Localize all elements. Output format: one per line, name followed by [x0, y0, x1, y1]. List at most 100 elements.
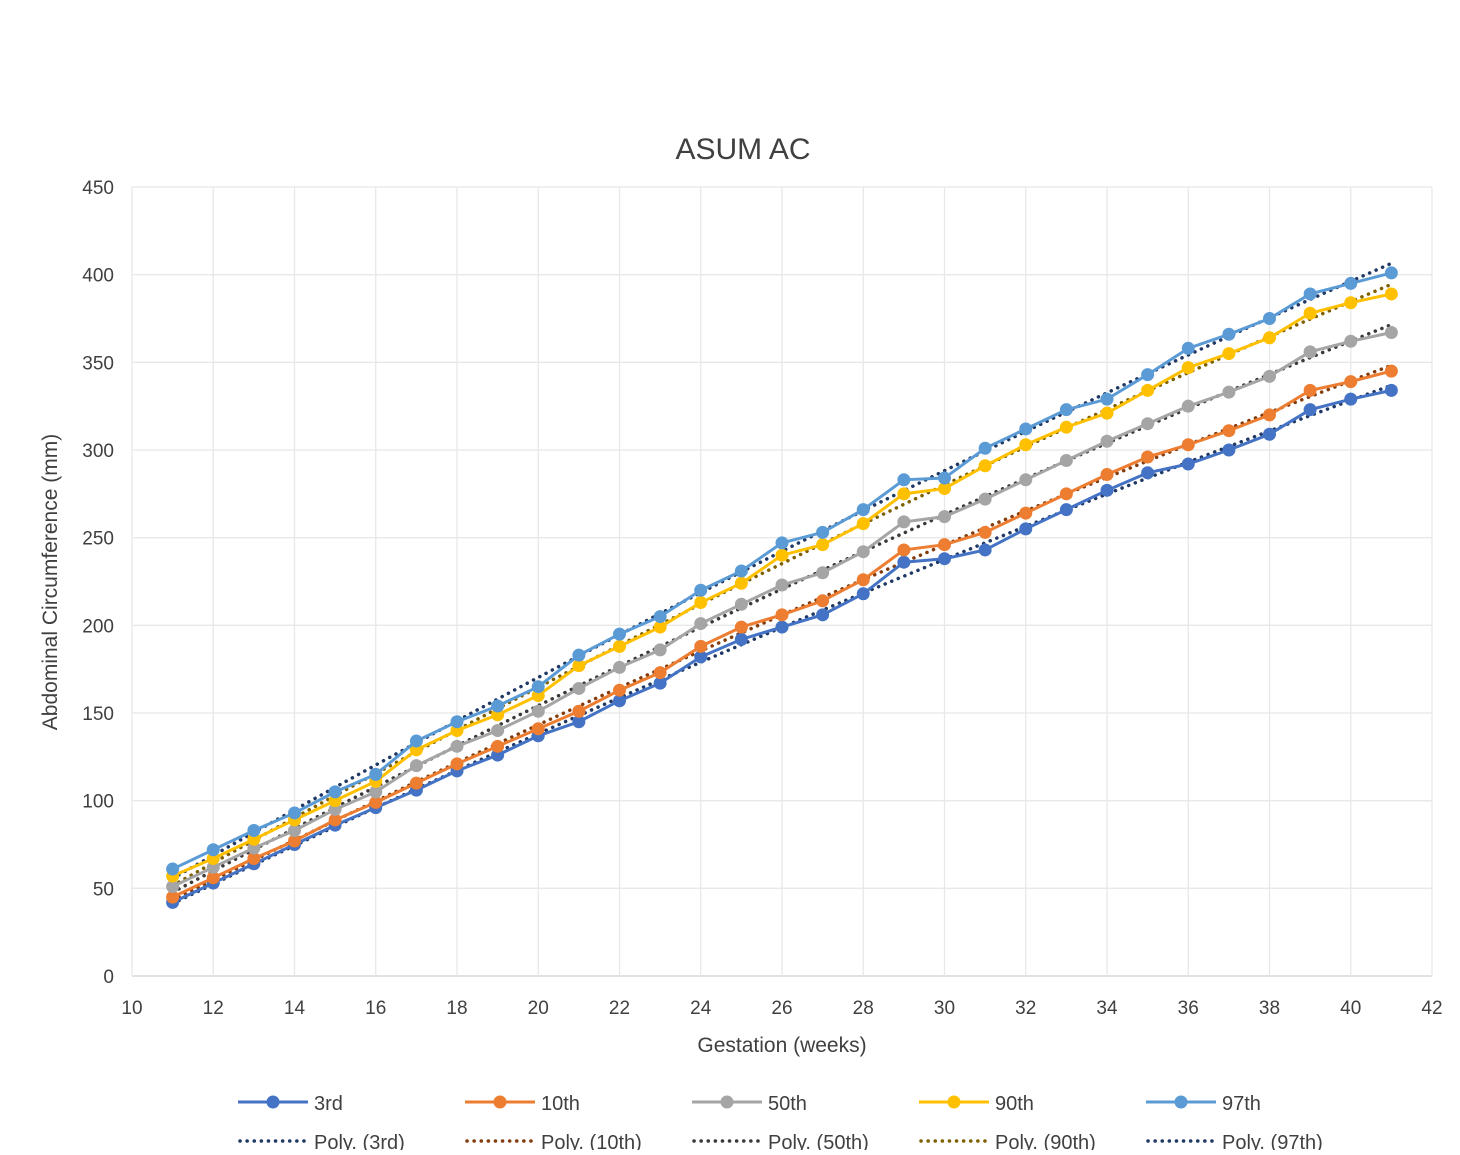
- y-tick-labels: 0 50 100 150 200 250 300 350 400 450: [82, 178, 114, 988]
- x-tick-label: 20: [528, 998, 549, 1019]
- x-tick-label: 40: [1340, 998, 1361, 1019]
- x-axis-label: Gestation (weeks): [697, 1034, 866, 1057]
- data-point-10th: [1141, 450, 1155, 464]
- y-tick-label: 150: [82, 704, 114, 725]
- x-tick-label: 38: [1259, 998, 1280, 1019]
- data-point-3rd: [572, 715, 586, 729]
- data-point-97th: [572, 648, 586, 662]
- x-tick-label: 22: [609, 998, 630, 1019]
- data-point-50th: [1019, 473, 1033, 487]
- data-point-90th: [1222, 347, 1236, 361]
- data-point-10th: [1059, 487, 1073, 501]
- data-point-3rd: [734, 632, 748, 646]
- data-point-3rd: [856, 587, 870, 601]
- data-point-10th: [1181, 438, 1195, 452]
- data-point-10th: [856, 573, 870, 587]
- data-point-3rd: [897, 555, 911, 569]
- legend-label: Poly. (97th): [1222, 1132, 1323, 1150]
- legend-label: Poly. (3rd): [314, 1132, 405, 1150]
- data-point-3rd: [1181, 457, 1195, 471]
- data-point-97th: [978, 441, 992, 455]
- x-tick-label: 12: [203, 998, 224, 1019]
- data-point-50th: [450, 739, 464, 753]
- data-point-10th: [1344, 375, 1358, 389]
- data-point-90th: [816, 538, 830, 552]
- legend-label: Poly. (50th): [768, 1132, 869, 1150]
- data-point-3rd: [613, 694, 626, 708]
- data-point-50th: [409, 759, 423, 773]
- data-point-50th: [775, 578, 789, 592]
- data-point-90th: [1100, 406, 1114, 420]
- y-tick-label: 400: [82, 266, 114, 287]
- x-tick-label: 34: [1096, 998, 1118, 1019]
- data-point-10th: [369, 795, 383, 809]
- legend-label: 10th: [541, 1093, 580, 1115]
- data-point-90th: [1384, 287, 1398, 301]
- data-point-10th: [1019, 506, 1033, 520]
- data-point-10th: [938, 538, 951, 552]
- data-point-50th: [1384, 326, 1398, 340]
- y-tick-label: 450: [82, 178, 114, 199]
- data-point-3rd: [694, 650, 708, 664]
- x-tick-label: 36: [1178, 998, 1199, 1019]
- data-point-97th: [409, 734, 423, 748]
- data-point-50th: [1344, 334, 1358, 348]
- data-point-90th: [1344, 296, 1358, 310]
- data-point-50th: [694, 617, 708, 631]
- legend-label: Poly. (90th): [995, 1132, 1096, 1150]
- data-point-3rd: [938, 552, 951, 566]
- data-point-50th: [1303, 345, 1317, 359]
- data-point-3rd: [978, 543, 992, 557]
- data-point-97th: [694, 583, 708, 597]
- data-point-50th: [1100, 434, 1114, 448]
- data-point-90th: [938, 482, 951, 496]
- data-point-50th: [978, 492, 992, 506]
- data-point-3rd: [1344, 392, 1358, 406]
- data-point-50th: [1222, 385, 1236, 399]
- data-point-10th: [1384, 364, 1398, 378]
- data-point-97th: [531, 680, 545, 694]
- y-axis-label: Abdominal Circumference (mm): [39, 434, 62, 730]
- data-point-90th: [1263, 331, 1276, 345]
- data-point-3rd: [1100, 483, 1114, 497]
- legend-label: 90th: [995, 1093, 1034, 1115]
- data-point-97th: [1019, 422, 1033, 436]
- data-point-50th: [938, 510, 951, 524]
- data-point-97th: [1303, 287, 1317, 301]
- data-point-3rd: [1384, 383, 1398, 397]
- gridlines: [131, 186, 1433, 977]
- legend-label: 50th: [768, 1093, 807, 1115]
- data-point-50th: [288, 823, 301, 837]
- data-point-3rd: [1141, 466, 1155, 480]
- data-point-10th: [1100, 468, 1114, 482]
- data-point-97th: [1222, 327, 1236, 341]
- data-point-97th: [1384, 266, 1398, 280]
- data-point-90th: [1059, 420, 1073, 434]
- data-point-97th: [653, 610, 667, 624]
- data-point-97th: [1344, 276, 1358, 290]
- data-point-50th: [1181, 399, 1195, 413]
- data-point-10th: [166, 890, 180, 904]
- data-point-97th: [856, 503, 870, 517]
- data-point-90th: [978, 459, 992, 473]
- trendline-97th: [170, 261, 1394, 881]
- data-point-10th: [816, 594, 830, 608]
- data-point-97th: [897, 473, 911, 487]
- data-point-50th: [531, 704, 545, 718]
- data-point-90th: [1181, 361, 1195, 375]
- x-tick-label: 24: [690, 998, 712, 1019]
- data-point-50th: [1141, 417, 1155, 431]
- data-point-10th: [328, 813, 342, 827]
- x-tick-label: 32: [1015, 998, 1036, 1019]
- data-point-50th: [653, 643, 667, 657]
- data-point-90th: [1303, 306, 1317, 320]
- data-point-50th: [734, 597, 748, 611]
- y-tick-label: 300: [82, 441, 114, 462]
- data-point-50th: [572, 681, 586, 695]
- legend-marker-90th: [947, 1095, 961, 1109]
- data-point-50th: [1263, 369, 1276, 383]
- data-point-90th: [1019, 438, 1033, 452]
- data-point-50th: [856, 545, 870, 559]
- data-point-97th: [247, 823, 261, 837]
- data-point-10th: [734, 620, 748, 634]
